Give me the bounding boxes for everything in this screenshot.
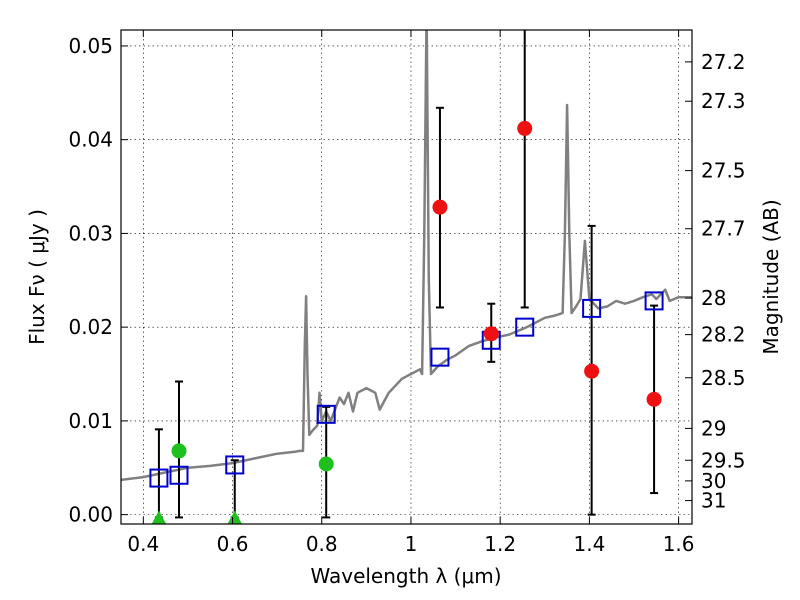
y-tick-label: 0.01: [68, 409, 113, 433]
mag-tick-label: 30: [701, 469, 726, 493]
model-photometry-square: [225, 455, 245, 475]
y-axis-ticks: 0.00 0.01 0.02 0.03 0.04 0.05: [68, 34, 128, 527]
y-tick-label: 0.05: [68, 34, 113, 58]
mag-tick-label: 31: [701, 489, 726, 513]
x-tick-label: 1.2: [484, 532, 516, 556]
mag-tick-label: 27.7: [701, 217, 746, 241]
model-photometry-square: [644, 291, 664, 311]
plot-background: [121, 30, 692, 524]
mag-tick-label: 27.2: [701, 50, 746, 74]
mag-tick-label: 27.5: [701, 159, 746, 183]
plot-frame: [120, 29, 693, 525]
y-axis-label: Flux Fν ( μJy ): [25, 209, 49, 345]
x-axis-ticks: 0.4 0.6 0.8 1 1.2 1.4 1.6: [127, 30, 695, 556]
x-tick-label: 0.8: [306, 532, 338, 556]
y2-axis-label: Magnitude (AB): [759, 199, 783, 354]
mag-tick-label: 28.5: [701, 366, 746, 390]
mag-tick-label: 28: [701, 286, 726, 310]
nir-detection-point: [517, 120, 533, 136]
y-tick-label: 0.00: [68, 503, 113, 527]
model-photometry-square: [515, 317, 535, 337]
model-photometry-square: [149, 468, 169, 488]
x-tick-label: 0.4: [127, 532, 159, 556]
upper-limit-triangle: [151, 510, 166, 524]
y-tick-label: 0.02: [68, 315, 113, 339]
mag-tick-label: 29: [701, 416, 726, 440]
upper-limit-triangle: [227, 510, 242, 524]
model-photometry-square: [430, 347, 450, 367]
x-tick-label: 0.6: [217, 532, 249, 556]
y-tick-label: 0.03: [68, 221, 113, 245]
ground-detection-point: [171, 443, 187, 459]
markers-group: [149, 120, 664, 524]
grid-lines: [121, 30, 692, 524]
model-photometry-square: [316, 404, 336, 424]
nir-detection-point: [483, 326, 499, 342]
mag-tick-label: 27.3: [701, 89, 746, 113]
x-tick-label: 1.4: [573, 532, 605, 556]
nir-detection-point: [584, 363, 600, 379]
x-axis-label: Wavelength λ (μm): [310, 564, 501, 588]
x-tick-label: 1: [405, 532, 418, 556]
mag-tick-label: 28.2: [701, 323, 746, 347]
model-photometry-square: [169, 465, 189, 485]
ground-detection-point: [318, 456, 334, 472]
mag-tick-label: 29.5: [701, 448, 746, 472]
model-photometry-square: [582, 298, 602, 318]
nir-detection-point: [646, 391, 662, 407]
x-tick-label: 1.6: [663, 532, 695, 556]
y-tick-label: 0.04: [68, 128, 113, 152]
nir-detection-point: [432, 199, 448, 215]
